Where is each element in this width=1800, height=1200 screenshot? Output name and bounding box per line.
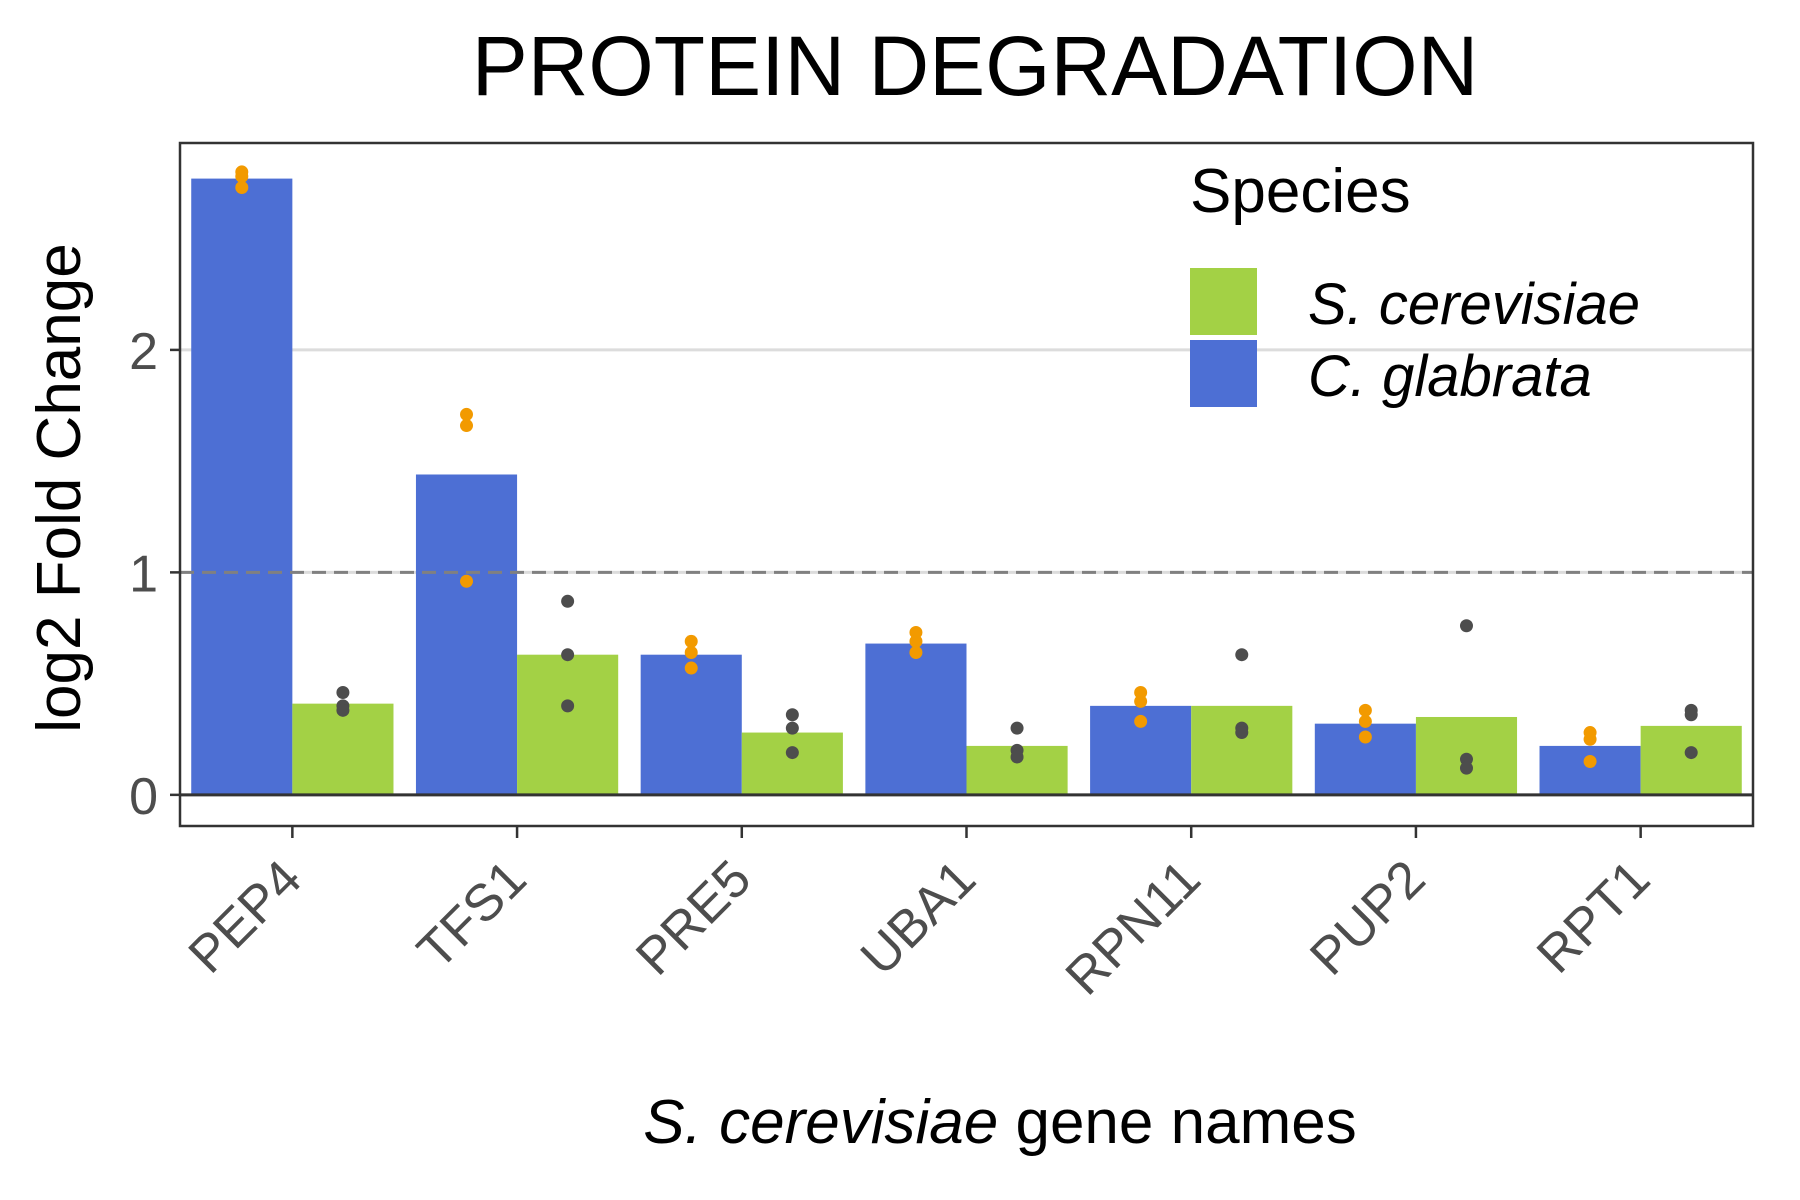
point-pre5-c-glabrata-3: [684, 661, 698, 675]
x-tick-label-pre5: PRE5: [625, 849, 762, 986]
point-pre5-s-cerevisiae-3: [785, 746, 799, 760]
point-tfs1-c-glabrata-3: [460, 574, 474, 588]
point-pup2-c-glabrata-2: [1358, 714, 1372, 728]
legend-title: Species: [1190, 157, 1411, 226]
point-rpt1-s-cerevisiae-3: [1684, 746, 1698, 760]
y-axis-label: log2 Fold Change: [25, 243, 94, 732]
y-tick-label-2: 2: [129, 323, 158, 381]
legend-key-s-cerevisiae: [1190, 268, 1257, 335]
point-pep4-c-glabrata-2: [235, 169, 249, 183]
point-pup2-c-glabrata-1: [1358, 703, 1372, 717]
x-tick-label-rpt1: RPT1: [1526, 849, 1661, 984]
point-tfs1-c-glabrata-2: [460, 419, 474, 433]
legend-key-c-glabrata: [1190, 340, 1257, 407]
point-uba1-c-glabrata-1: [909, 625, 923, 639]
x-tick-label-tfs1: TFS1: [407, 849, 538, 980]
point-rpt1-c-glabrata-3: [1583, 754, 1597, 768]
point-rpn11-s-cerevisiae-1: [1235, 648, 1249, 662]
bar-tfs1-s-cerevisiae: [517, 654, 619, 795]
point-pep4-c-glabrata-3: [235, 180, 249, 194]
x-axis-label-rest: gene names: [998, 1088, 1356, 1157]
point-rpn11-c-glabrata-1: [1134, 686, 1148, 700]
point-pup2-s-cerevisiae-3: [1459, 761, 1473, 775]
x-tick-label-pep4: PEP4: [178, 849, 313, 984]
point-rpt1-c-glabrata-2: [1583, 732, 1597, 746]
point-pup2-s-cerevisiae-2: [1459, 752, 1473, 766]
point-pep4-s-cerevisiae-1: [336, 686, 350, 700]
x-axis-label: S. cerevisiae gene names: [643, 1088, 1356, 1157]
legend-label-s-cerevisiae: S. cerevisiae: [1308, 272, 1640, 337]
point-pre5-s-cerevisiae-1: [785, 708, 799, 722]
point-tfs1-s-cerevisiae-1: [561, 594, 575, 608]
point-uba1-c-glabrata-3: [909, 645, 923, 659]
point-tfs1-c-glabrata-1: [460, 407, 474, 421]
point-pup2-c-glabrata-3: [1358, 730, 1372, 744]
legend-label-c-glabrata: C. glabrata: [1308, 344, 1592, 409]
x-tick-label-uba1: UBA1: [850, 849, 987, 986]
point-pre5-s-cerevisiae-2: [785, 721, 799, 735]
bar-pre5-s-cerevisiae: [741, 732, 843, 795]
x-axis-label-italic: S. cerevisiae: [643, 1088, 998, 1157]
point-tfs1-s-cerevisiae-2: [561, 648, 575, 662]
bar-pep4-s-cerevisiae: [292, 703, 394, 795]
point-pre5-c-glabrata-1: [684, 634, 698, 648]
point-tfs1-s-cerevisiae-3: [561, 699, 575, 713]
bar-pep4-c-glabrata: [191, 178, 293, 795]
bar-rpt1-c-glabrata: [1539, 745, 1641, 795]
y-tick-label-0: 0: [129, 768, 158, 826]
bar-rpt1-s-cerevisiae: [1640, 725, 1742, 795]
bar-rpn11-s-cerevisiae: [1191, 705, 1293, 795]
bar-pre5-c-glabrata: [640, 654, 742, 795]
bar-uba1-c-glabrata: [865, 643, 967, 795]
point-pup2-s-cerevisiae-1: [1459, 619, 1473, 633]
chart-title: PROTEIN DEGRADATION: [472, 19, 1479, 113]
y-tick-label-1: 1: [129, 545, 158, 603]
point-pre5-c-glabrata-2: [684, 645, 698, 659]
x-tick-label-pup2: PUP2: [1299, 849, 1436, 986]
point-rpn11-c-glabrata-2: [1134, 694, 1148, 708]
point-uba1-c-glabrata-2: [909, 634, 923, 648]
bar-tfs1-c-glabrata: [415, 474, 518, 795]
point-rpn11-c-glabrata-3: [1134, 714, 1148, 728]
point-uba1-s-cerevisiae-3: [1010, 750, 1024, 764]
x-tick-label-rpn11: RPN11: [1055, 849, 1212, 1006]
point-pep4-s-cerevisiae-3: [336, 703, 350, 717]
legend: Species S. cerevisiae C. glabrata: [1190, 157, 1640, 409]
point-rpn11-s-cerevisiae-3: [1235, 726, 1249, 740]
point-rpt1-s-cerevisiae-2: [1684, 708, 1698, 722]
point-uba1-s-cerevisiae-1: [1010, 721, 1024, 735]
